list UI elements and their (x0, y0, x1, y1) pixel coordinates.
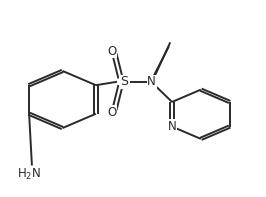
Text: S: S (120, 75, 128, 88)
Text: O: O (107, 106, 116, 119)
Text: N: N (147, 75, 156, 88)
Text: N: N (168, 120, 176, 133)
Text: O: O (107, 45, 116, 58)
Text: H$_2$N: H$_2$N (17, 167, 41, 182)
